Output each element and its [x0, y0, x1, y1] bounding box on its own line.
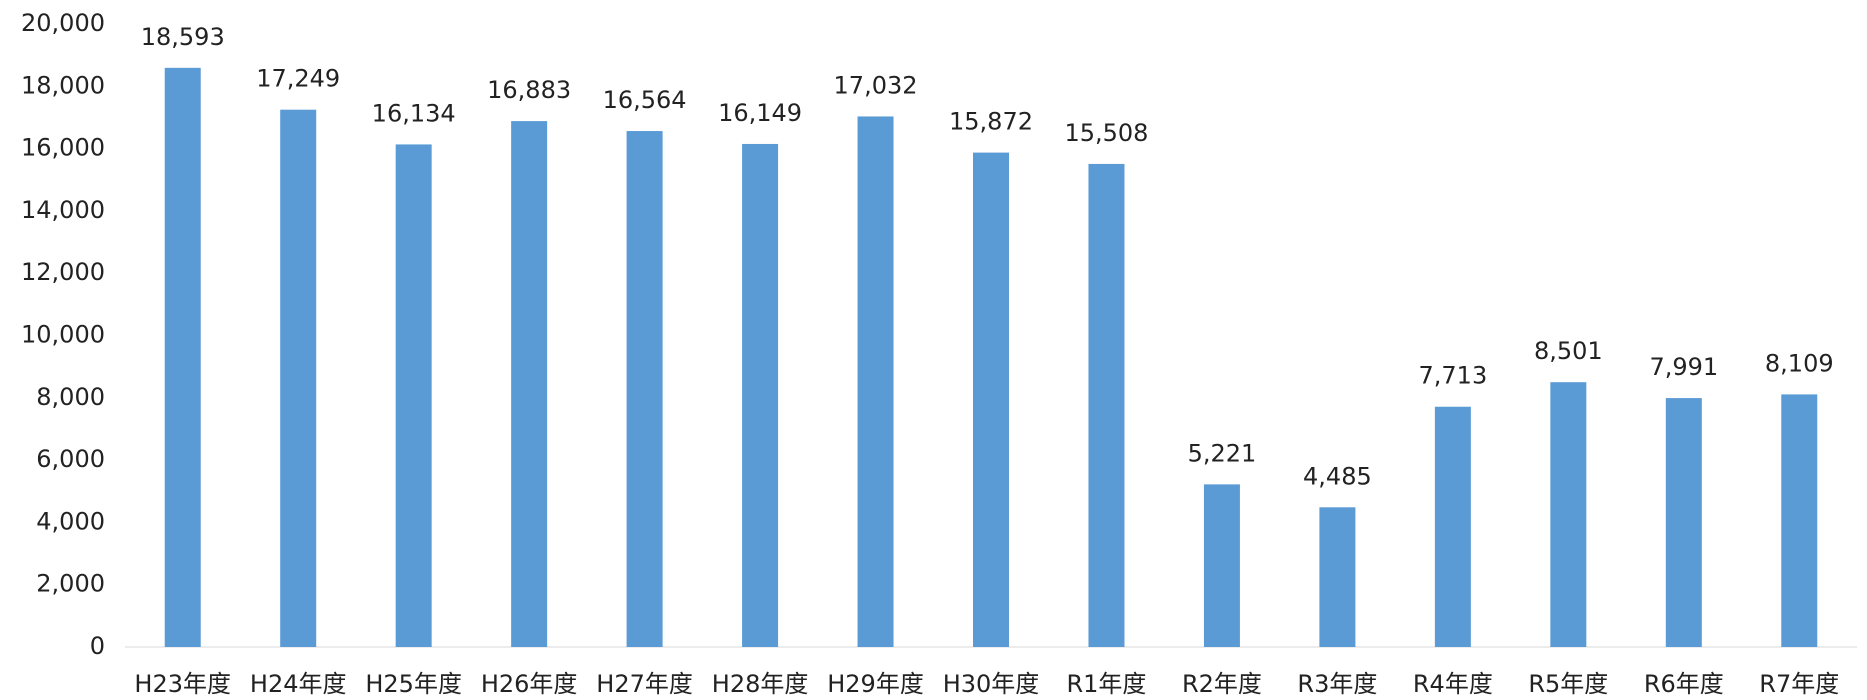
- bar: [1203, 484, 1240, 647]
- x-tick-label: H27年度: [596, 670, 693, 698]
- data-label: 15,872: [949, 108, 1033, 136]
- x-tick-label: R2年度: [1182, 670, 1262, 698]
- data-label: 8,501: [1534, 337, 1603, 365]
- y-tick-label: 10,000: [21, 321, 105, 349]
- y-tick-label: 4,000: [36, 507, 105, 535]
- data-label: 17,249: [256, 65, 340, 93]
- y-tick-label: 0: [90, 632, 105, 660]
- x-tick-label: H30年度: [943, 670, 1040, 698]
- data-label: 4,485: [1303, 462, 1372, 490]
- x-tick-label: R4年度: [1413, 670, 1493, 698]
- data-label: 8,109: [1765, 349, 1834, 377]
- data-label: 5,221: [1188, 439, 1257, 467]
- y-tick-label: 18,000: [21, 71, 105, 99]
- bar: [1665, 398, 1702, 647]
- x-tick-label: H23年度: [134, 670, 231, 698]
- x-tick-label: H28年度: [712, 670, 809, 698]
- bar: [1434, 406, 1471, 647]
- bar: [1319, 507, 1356, 647]
- y-tick-label: 16,000: [21, 134, 105, 162]
- data-label: 16,134: [372, 99, 456, 127]
- x-tick-label: H25年度: [365, 670, 462, 698]
- data-label: 16,564: [603, 86, 687, 114]
- y-tick-label: 8,000: [36, 383, 105, 411]
- x-tick-label: R3年度: [1297, 670, 1377, 698]
- data-label: 15,508: [1064, 119, 1148, 147]
- data-label: 17,032: [834, 71, 918, 99]
- bar: [1088, 163, 1125, 648]
- x-tick-label: H26年度: [481, 670, 578, 698]
- bar: [742, 143, 779, 647]
- data-label: 16,149: [718, 99, 802, 127]
- y-tick-label: 20,000: [21, 9, 105, 37]
- bar: [1781, 394, 1818, 647]
- y-tick-label: 2,000: [36, 570, 105, 598]
- bar: [1550, 382, 1587, 647]
- bar: [511, 121, 548, 648]
- data-label: 7,991: [1649, 353, 1718, 381]
- bar: [280, 109, 317, 647]
- data-label: 18,593: [141, 23, 225, 51]
- x-tick-label: R6年度: [1644, 670, 1724, 698]
- bar: [857, 116, 894, 648]
- y-tick-label: 14,000: [21, 196, 105, 224]
- y-tick-label: 6,000: [36, 445, 105, 473]
- x-tick-label: R1年度: [1066, 670, 1146, 698]
- bar: [395, 144, 432, 647]
- x-tick-label: R5年度: [1528, 670, 1608, 698]
- data-label: 16,883: [487, 76, 571, 104]
- x-tick-label: R7年度: [1759, 670, 1839, 698]
- bar: [164, 67, 201, 647]
- bar: [973, 152, 1009, 647]
- y-tick-label: 12,000: [21, 258, 105, 286]
- bar: [626, 131, 663, 648]
- x-tick-label: H24年度: [250, 670, 347, 698]
- x-tick-label: H29年度: [827, 670, 924, 698]
- data-label: 7,713: [1419, 362, 1488, 390]
